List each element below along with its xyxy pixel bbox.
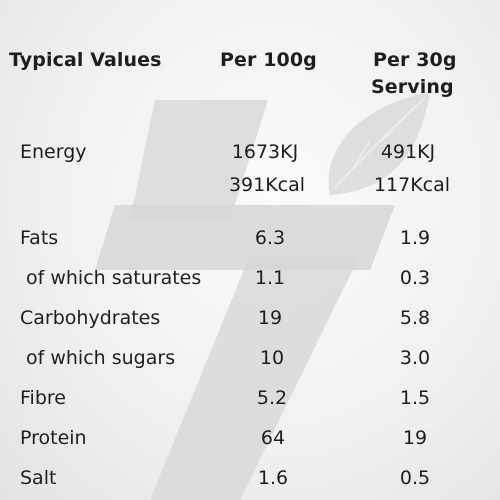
saturates-per100: 1.1 bbox=[254, 267, 286, 289]
fats-per30: 1.9 bbox=[399, 227, 431, 249]
header-per-30g: Per 30g bbox=[373, 49, 457, 71]
protein-per30: 19 bbox=[402, 427, 428, 449]
header-serving: Serving bbox=[371, 76, 454, 98]
salt-per100: 1.6 bbox=[257, 467, 289, 489]
row-label-carbohydrates: Carbohydrates bbox=[20, 307, 161, 329]
row-label-saturates: of which saturates bbox=[26, 267, 202, 289]
energy-per30-kcal: 117Kcal bbox=[373, 174, 451, 196]
carbohydrates-per100: 19 bbox=[257, 307, 283, 329]
row-label-protein: Protein bbox=[20, 427, 87, 449]
protein-per100: 64 bbox=[260, 427, 286, 449]
fibre-per30: 1.5 bbox=[399, 387, 431, 409]
sugars-per30: 3.0 bbox=[399, 347, 431, 369]
salt-per30: 0.5 bbox=[399, 467, 431, 489]
fats-per100: 6.3 bbox=[254, 227, 286, 249]
saturates-per30: 0.3 bbox=[399, 267, 431, 289]
row-label-energy: Energy bbox=[20, 141, 87, 163]
row-label-fats: Fats bbox=[20, 227, 59, 249]
energy-per100-kcal: 391Kcal bbox=[228, 174, 306, 196]
fibre-per100: 5.2 bbox=[256, 387, 288, 409]
carbohydrates-per30: 5.8 bbox=[399, 307, 431, 329]
row-label-salt: Salt bbox=[20, 467, 57, 489]
header-per-100g: Per 100g bbox=[220, 49, 317, 71]
header-typical-values: Typical Values bbox=[9, 49, 162, 71]
energy-per30-kj: 491KJ bbox=[380, 141, 436, 163]
sugars-per100: 10 bbox=[259, 347, 285, 369]
row-label-fibre: Fibre bbox=[20, 387, 66, 409]
row-label-sugars: of which sugars bbox=[26, 347, 176, 369]
energy-per100-kj: 1673KJ bbox=[231, 141, 299, 163]
